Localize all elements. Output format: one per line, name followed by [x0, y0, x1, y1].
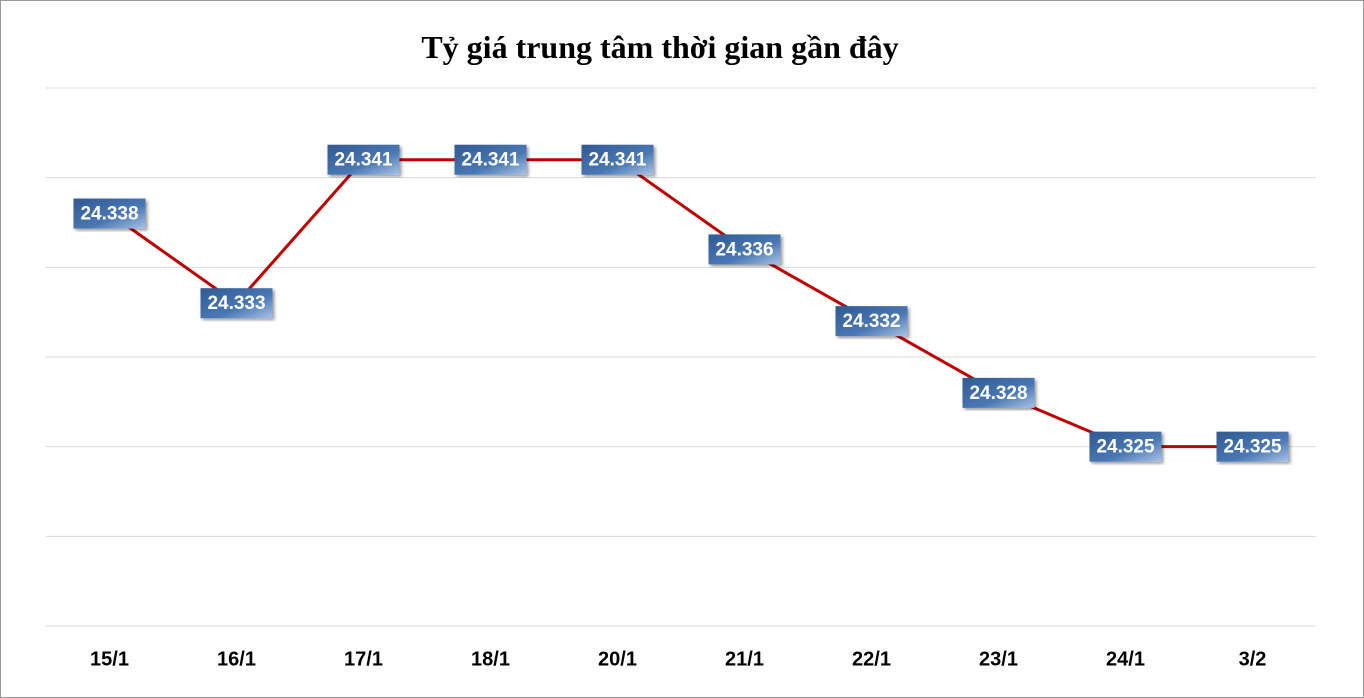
x-tick-label: 20/1: [598, 648, 637, 670]
data-label-box: [1089, 431, 1162, 462]
data-label: 24.341: [588, 150, 647, 171]
data-label-box: [962, 377, 1035, 408]
data-label-box: [1216, 431, 1289, 462]
data-label: 24.333: [207, 293, 265, 314]
data-label: 24.325: [1096, 437, 1155, 458]
x-tick-label: 18/1: [471, 648, 510, 670]
x-tick-label: 24/1: [1106, 648, 1145, 670]
x-tick-label: 3/2: [1239, 648, 1267, 670]
x-tick-label: 16/1: [217, 648, 256, 670]
data-label-box: [454, 144, 527, 175]
line: [108, 158, 1253, 449]
x-tick-label: 22/1: [852, 648, 891, 670]
data-label: 24.341: [334, 150, 393, 171]
data-label: 24.328: [969, 383, 1027, 404]
x-tick-label: 23/1: [979, 648, 1018, 670]
data-label: 24.325: [1223, 437, 1282, 458]
data-label-box: [73, 198, 146, 229]
data-label-box: [835, 306, 908, 337]
data-label-box: [200, 288, 273, 319]
data-label: 24.332: [842, 311, 900, 332]
data-label: 24.338: [80, 204, 138, 225]
x-tick-label: 21/1: [725, 648, 764, 670]
x-tick-label: 17/1: [344, 648, 383, 670]
data-label-box: [327, 144, 400, 175]
data-label-box: [581, 144, 654, 175]
data-label-box: [708, 234, 781, 265]
data-label: 24.341: [461, 150, 520, 171]
data-label: 24.336: [715, 239, 773, 260]
x-tick-label: 15/1: [90, 648, 129, 670]
chart-title: Tỷ giá trung tâm thời gian gần đây: [421, 29, 898, 65]
